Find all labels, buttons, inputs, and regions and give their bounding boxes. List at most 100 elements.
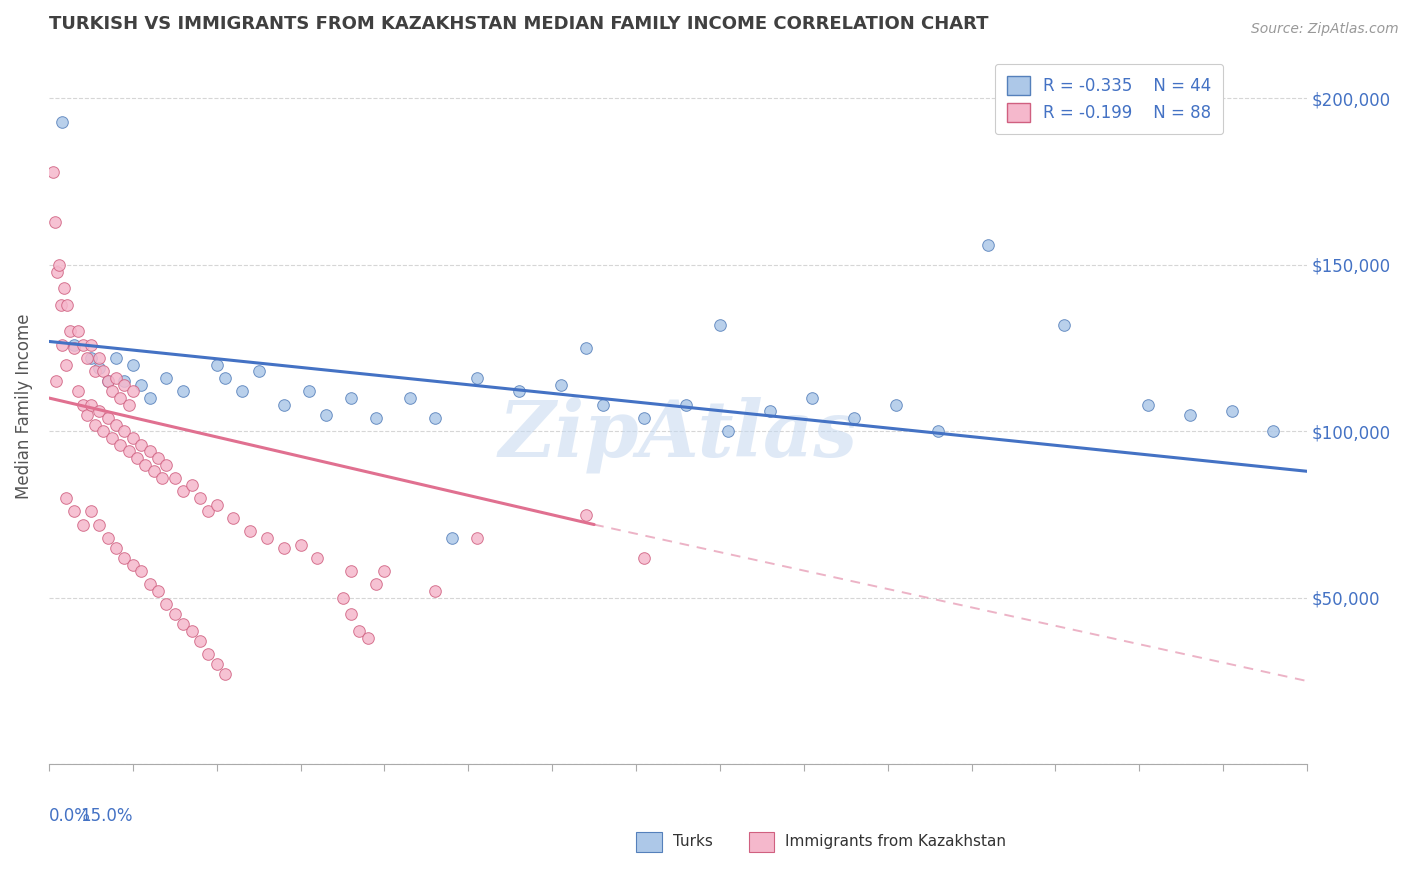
Point <box>188 491 211 505</box>
Point <box>89 361 111 376</box>
Point <box>110 391 132 405</box>
Point <box>114 425 136 439</box>
Point <box>357 631 380 645</box>
Point <box>138 391 160 405</box>
Point <box>114 377 136 392</box>
Point <box>49 298 72 312</box>
Text: Turks: Turks <box>672 834 713 848</box>
Point <box>172 617 194 632</box>
Point <box>84 417 107 432</box>
Point <box>67 384 90 399</box>
Text: 0.0%: 0.0% <box>49 807 91 825</box>
Point <box>146 584 169 599</box>
Point <box>398 391 420 405</box>
Point <box>247 364 270 378</box>
Point <box>129 564 152 578</box>
Point <box>105 541 128 555</box>
Point <box>340 607 363 622</box>
Point <box>53 281 76 295</box>
Point <box>307 550 329 565</box>
Point <box>842 411 865 425</box>
Point <box>72 338 94 352</box>
Point <box>76 408 98 422</box>
Text: 15.0%: 15.0% <box>80 807 132 825</box>
Point <box>84 364 107 378</box>
Point <box>349 624 371 639</box>
Point <box>197 648 219 662</box>
Point <box>48 258 70 272</box>
Text: TURKISH VS IMMIGRANTS FROM KAZAKHSTAN MEDIAN FAMILY INCOME CORRELATION CHART: TURKISH VS IMMIGRANTS FROM KAZAKHSTAN ME… <box>49 15 988 33</box>
Point <box>72 398 94 412</box>
Point <box>550 377 572 392</box>
Point <box>105 371 128 385</box>
Point <box>125 450 148 465</box>
Point <box>155 458 177 472</box>
Point <box>675 398 697 412</box>
Point <box>977 238 1000 252</box>
Point <box>364 577 387 591</box>
Point <box>205 498 228 512</box>
Point <box>97 531 120 545</box>
Point <box>273 398 295 412</box>
Point <box>44 214 66 228</box>
Point <box>97 375 120 389</box>
Point <box>134 458 156 472</box>
Point <box>80 398 103 412</box>
Point <box>927 425 949 439</box>
Point <box>89 517 111 532</box>
Point <box>117 444 139 458</box>
Point <box>150 471 173 485</box>
Point <box>801 391 824 405</box>
Point <box>575 508 598 522</box>
Point <box>508 384 530 399</box>
Point <box>51 114 73 128</box>
Y-axis label: Median Family Income: Median Family Income <box>15 314 32 500</box>
Point <box>51 338 73 352</box>
Point <box>63 341 86 355</box>
Point <box>423 584 446 599</box>
Point <box>55 358 77 372</box>
Text: Source: ZipAtlas.com: Source: ZipAtlas.com <box>1251 22 1399 37</box>
Point <box>138 577 160 591</box>
Point <box>80 338 103 352</box>
Point <box>46 264 69 278</box>
Point <box>121 358 143 372</box>
Point <box>163 607 186 622</box>
Point <box>340 391 363 405</box>
Point <box>89 351 111 365</box>
Point <box>155 371 177 385</box>
Point <box>121 384 143 399</box>
Point <box>717 425 740 439</box>
Point <box>117 398 139 412</box>
Point <box>138 444 160 458</box>
Point <box>1053 318 1076 332</box>
Point <box>105 351 128 365</box>
Point <box>76 351 98 365</box>
Point <box>633 411 655 425</box>
Point <box>180 477 202 491</box>
Point <box>56 298 79 312</box>
Point <box>80 351 103 365</box>
Point <box>67 325 90 339</box>
Point <box>1220 404 1243 418</box>
Point <box>105 417 128 432</box>
Point <box>231 384 253 399</box>
Point <box>42 164 65 178</box>
Point <box>101 431 124 445</box>
Point <box>332 591 354 605</box>
Point <box>97 411 120 425</box>
Point <box>129 377 152 392</box>
Point <box>205 657 228 672</box>
Point <box>188 634 211 648</box>
Point <box>114 550 136 565</box>
Text: ZipAtlas: ZipAtlas <box>499 397 858 474</box>
Point <box>298 384 321 399</box>
Point <box>1178 408 1201 422</box>
Point <box>465 371 488 385</box>
Point <box>121 431 143 445</box>
Point <box>63 338 86 352</box>
Point <box>59 325 82 339</box>
Point <box>55 491 77 505</box>
Point <box>180 624 202 639</box>
Point <box>709 318 731 332</box>
